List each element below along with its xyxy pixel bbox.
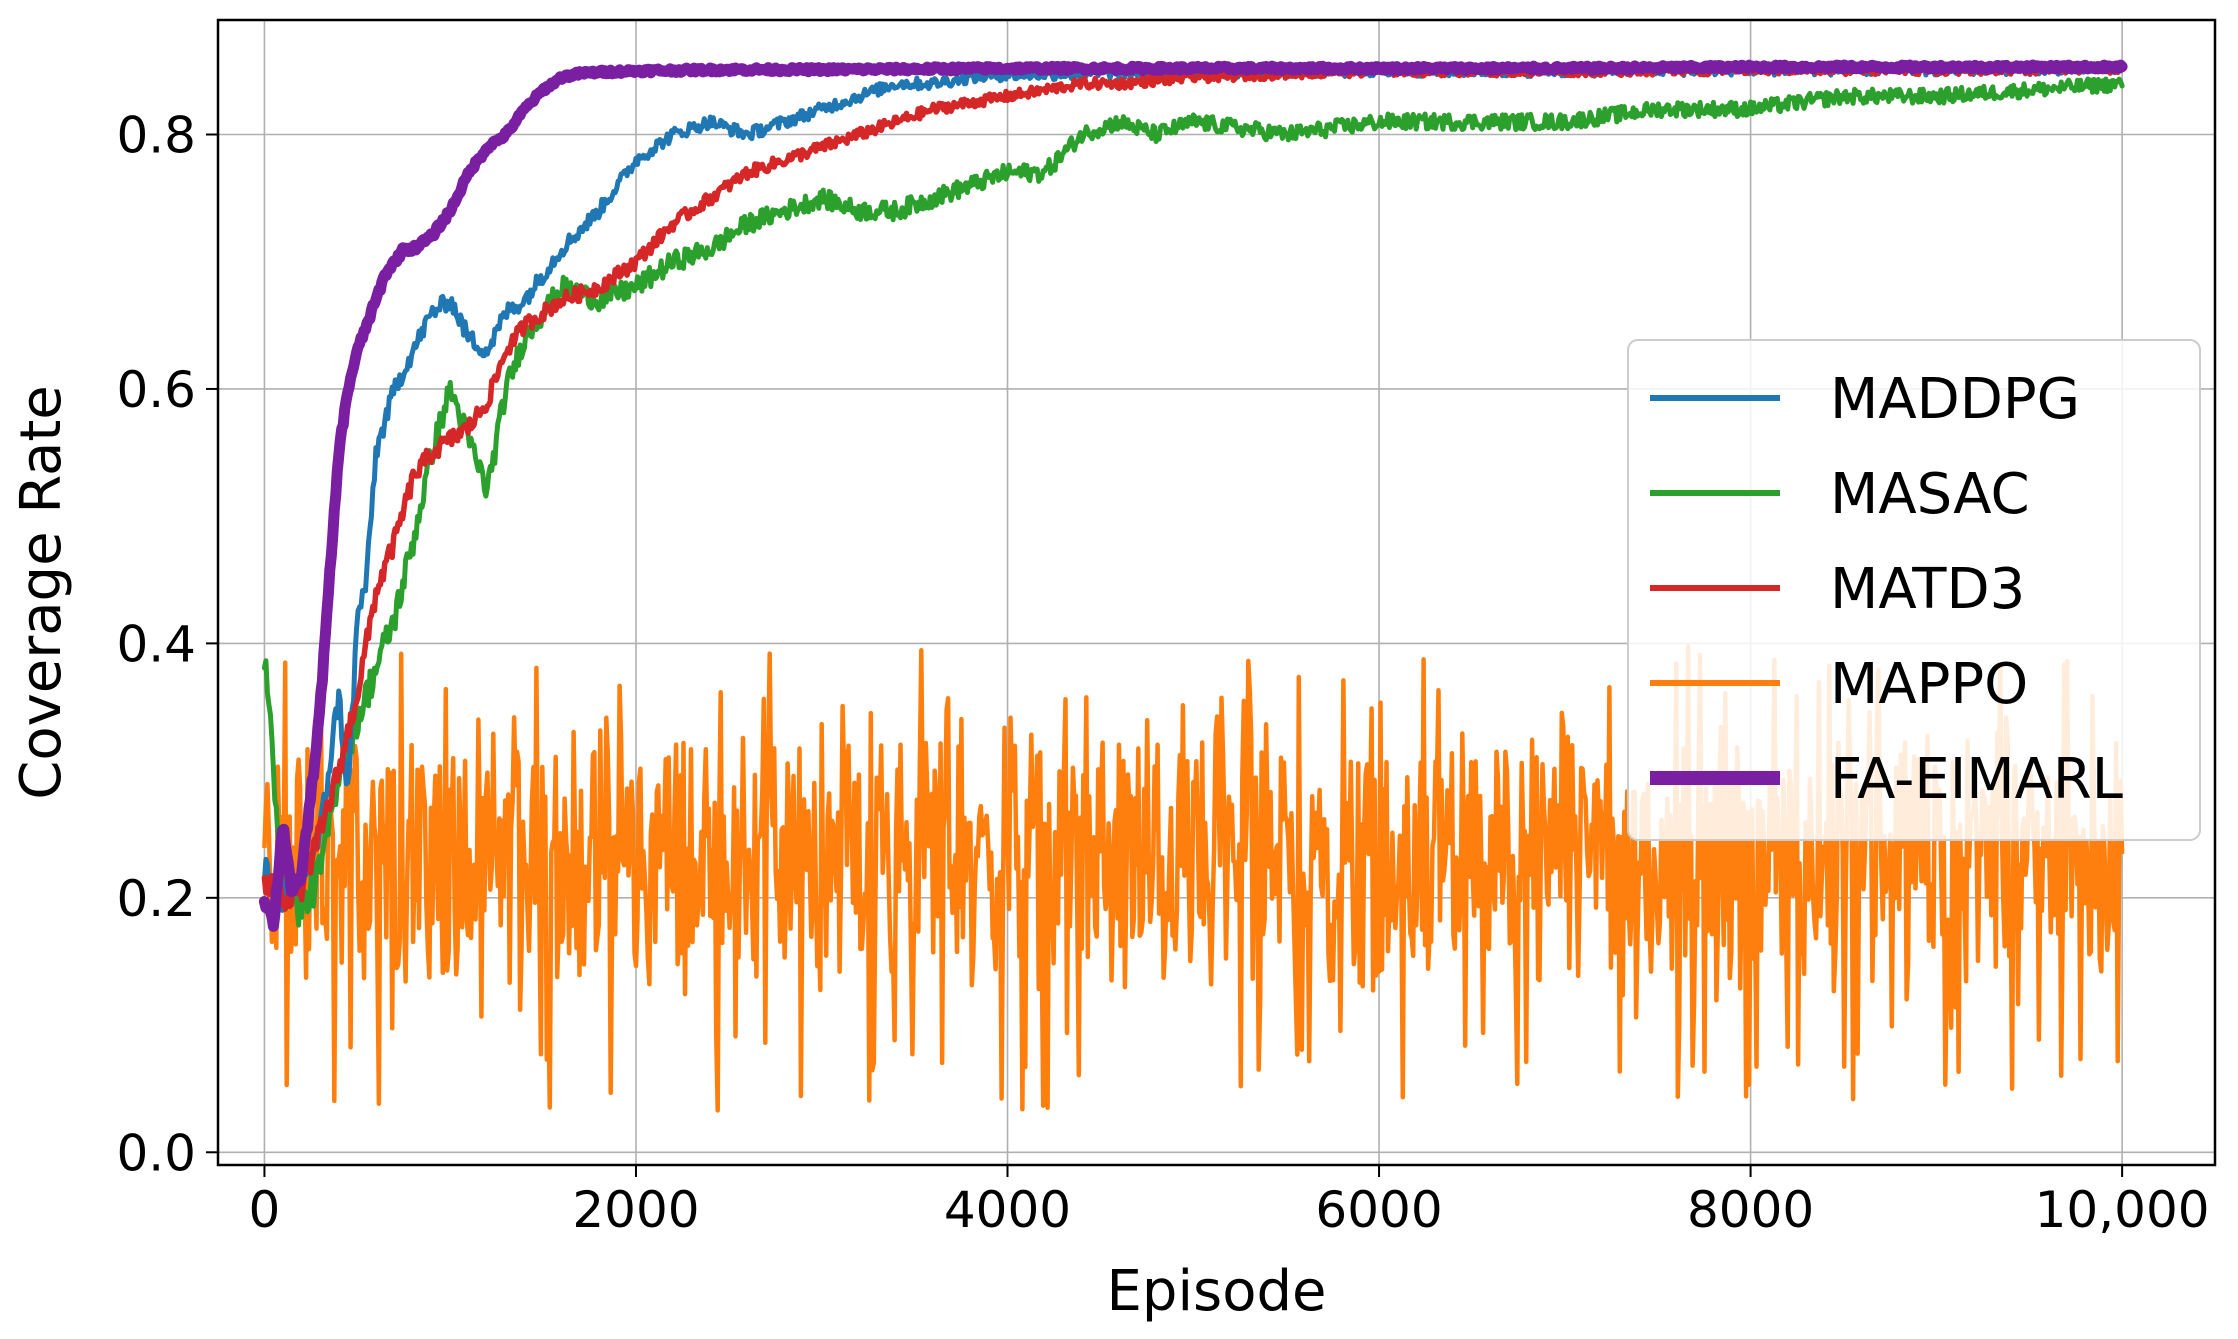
legend-entry: MASAC (1650, 462, 2030, 527)
x-tick-label: 10,000 (2035, 1181, 2210, 1239)
legend-entry: FA-EIMARL (1650, 747, 2123, 812)
legend-entry: MATD3 (1650, 557, 2025, 622)
x-tick-label: 6000 (1315, 1181, 1442, 1239)
axis-ticks: 0 2000 4000 6000 8000 10,000 0.0 0.2 0.4 0.6 0.8 (116, 107, 2209, 1240)
legend: MADDPG MASAC MATD3 MAPPO FA-EIMARL (1627, 339, 2201, 841)
y-tick-label: 0.8 (116, 107, 196, 165)
x-tick-label: 0 (249, 1181, 281, 1239)
legend-label: MADDPG (1830, 367, 2080, 432)
series-line-fa-eimarl (258, 59, 2128, 932)
x-tick-label: 8000 (1687, 1181, 1814, 1239)
legend-box (1627, 339, 2201, 841)
x-tick-label: 2000 (572, 1181, 699, 1239)
legend-entry: MADDPG (1650, 367, 2080, 432)
y-tick-label: 0.2 (116, 870, 196, 928)
legend-entry: MAPPO (1650, 652, 2028, 717)
x-axis-label: Episode (1107, 1259, 1327, 1324)
series-line-mappo (262, 644, 2125, 1113)
legend-label: MATD3 (1830, 557, 2025, 622)
legend-label: FA-EIMARL (1830, 747, 2123, 812)
plot-frame (216, 18, 2217, 1167)
y-tick-label: 0.0 (116, 1124, 196, 1182)
y-tick-label: 0.4 (116, 615, 196, 673)
legend-label: MASAC (1830, 462, 2030, 527)
legend-label: MAPPO (1830, 652, 2028, 717)
series-lines (258, 59, 2128, 1113)
x-tick-label: 4000 (944, 1181, 1071, 1239)
y-tick-label: 0.6 (116, 361, 196, 419)
y-axis-label: Coverage Rate (9, 385, 74, 800)
